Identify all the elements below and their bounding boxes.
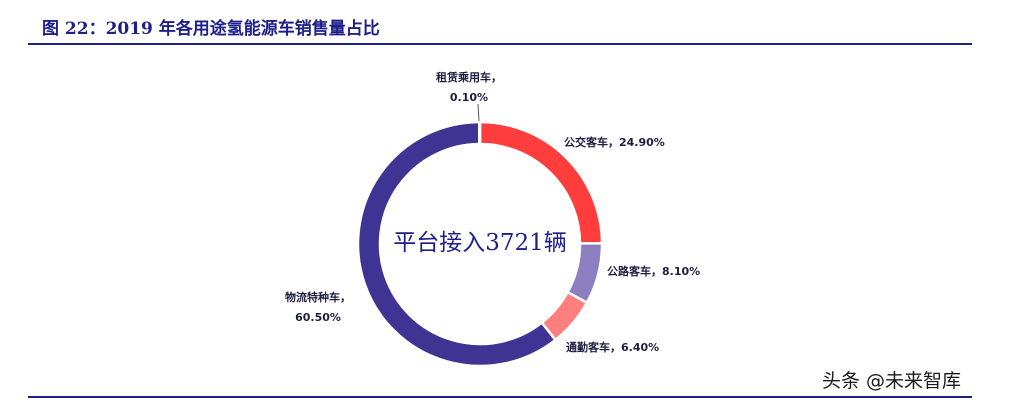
donut-slice-4 [477,120,482,146]
slice-label-4: 租赁乘用车， 0.10% [436,70,502,104]
donut-center-label: 平台接入3721辆 [393,230,567,256]
figure-title: 图 22：2019 年各用途氢能源车销售量占比 [42,19,380,39]
slice-label-0: 公交客车，24.90% [564,135,665,149]
top-rule [28,43,972,45]
leader-line-4 [477,103,480,122]
slice-label-3: 物流特种车， 60.50% [285,290,351,324]
slice-label-2: 通勤客车，6.40% [566,340,659,354]
slice-label-1: 公路客车，8.10% [607,264,700,278]
slice-labels: 公交客车，24.90% 公路客车，8.10% 通勤客车，6.40% 物流特种车， 60.… [285,70,700,354]
leader-lines [477,103,480,122]
donut-slices [356,120,604,368]
bottom-rule [28,396,972,398]
watermark: 头条 @未来智库 [822,370,962,392]
donut-slice-3 [356,120,558,368]
